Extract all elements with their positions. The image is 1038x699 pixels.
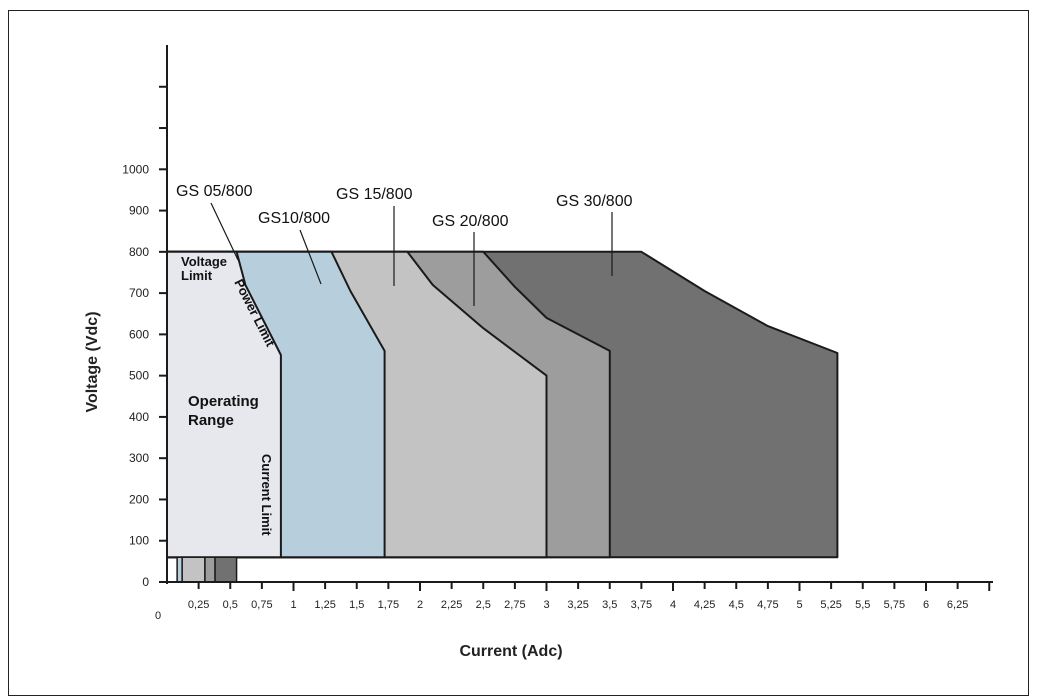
x-tick-label-7: 2 [417, 599, 423, 611]
series-label-gs10: GS10/800 [258, 210, 330, 227]
x-tick-label-1: 0,5 [223, 599, 238, 611]
x-tick-label-13: 3,5 [602, 599, 617, 611]
x-tick-label-0: 0,25 [188, 599, 209, 611]
leader-gs05 [210, 202, 239, 261]
x-tick-label-9: 2,5 [476, 599, 491, 611]
x-tick-label-24: 6,25 [947, 599, 968, 611]
label-leader-lines [210, 202, 613, 306]
x-tick-label-12: 3,25 [567, 599, 588, 611]
y-tick-label-400: 400 [129, 410, 149, 424]
bottom-swatch-3 [214, 556, 238, 583]
operating-range-label-2: Range [188, 412, 234, 429]
y-tick-label-100: 100 [129, 534, 149, 548]
x-origin-label: 0 [155, 610, 161, 622]
y-tick-label-1000: 1000 [122, 162, 149, 176]
bottom-swatch-1 [181, 556, 206, 583]
y-tick-label-500: 500 [129, 369, 149, 383]
series-label-gs20: GS 20/800 [432, 213, 509, 230]
y-axis-title: Voltage (Vdc) [84, 311, 101, 412]
bottom-swatches [176, 556, 238, 583]
x-tick-label-17: 4,5 [729, 599, 744, 611]
chart-areas [166, 250, 839, 559]
voltage-limit-label-1: Voltage [181, 254, 227, 269]
bottom-swatch-0 [176, 556, 183, 583]
x-tick-label-8: 2,25 [441, 599, 462, 611]
x-tick-label-19: 5 [796, 599, 802, 611]
chart-axes [166, 45, 993, 584]
x-tick-label-2: 0,75 [251, 599, 272, 611]
voltage-limit-label-2: Limit [181, 268, 213, 283]
series-label-gs30: GS 30/800 [556, 193, 633, 210]
bottom-swatch-2 [204, 556, 216, 583]
x-tick-label-5: 1,5 [349, 599, 364, 611]
operating-range-label-1: Operating [188, 393, 259, 410]
x-tick-label-22: 5,75 [884, 599, 905, 611]
x-tick-label-16: 4,25 [694, 599, 715, 611]
x-tick-label-3: 1 [290, 599, 296, 611]
x-tick-label-14: 3,75 [631, 599, 652, 611]
x-tick-label-11: 3 [543, 599, 549, 611]
series-label-gs15: GS 15/800 [336, 186, 413, 203]
x-tick-label-21: 5,5 [855, 599, 870, 611]
x-tick-label-6: 1,75 [378, 599, 399, 611]
x-tick-label-15: 4 [670, 599, 676, 611]
x-tick-label-20: 5,25 [820, 599, 841, 611]
x-tick-label-4: 1,25 [314, 599, 335, 611]
x-tick-label-10: 2,75 [504, 599, 525, 611]
current-limit-label: Current Limit [259, 454, 274, 536]
chart-ticks: 0 100 200 300 400 500 600 700 800 900 1000 0 0,25 0,5… [122, 85, 991, 622]
series-label-gs05: GS 05/800 [176, 183, 253, 200]
y-tick-label-0: 0 [142, 575, 149, 589]
x-axis-title: Current (Adc) [459, 643, 562, 660]
y-tick-label-200: 200 [129, 492, 149, 506]
y-tick-label-900: 900 [129, 204, 149, 218]
y-tick-label-800: 800 [129, 245, 149, 259]
x-tick-label-23: 6 [923, 599, 929, 611]
y-tick-label-700: 700 [129, 286, 149, 300]
y-tick-label-600: 600 [129, 327, 149, 341]
y-tick-label-300: 300 [129, 451, 149, 465]
leader-gs10 [299, 229, 322, 285]
x-tick-label-18: 4,75 [757, 599, 778, 611]
